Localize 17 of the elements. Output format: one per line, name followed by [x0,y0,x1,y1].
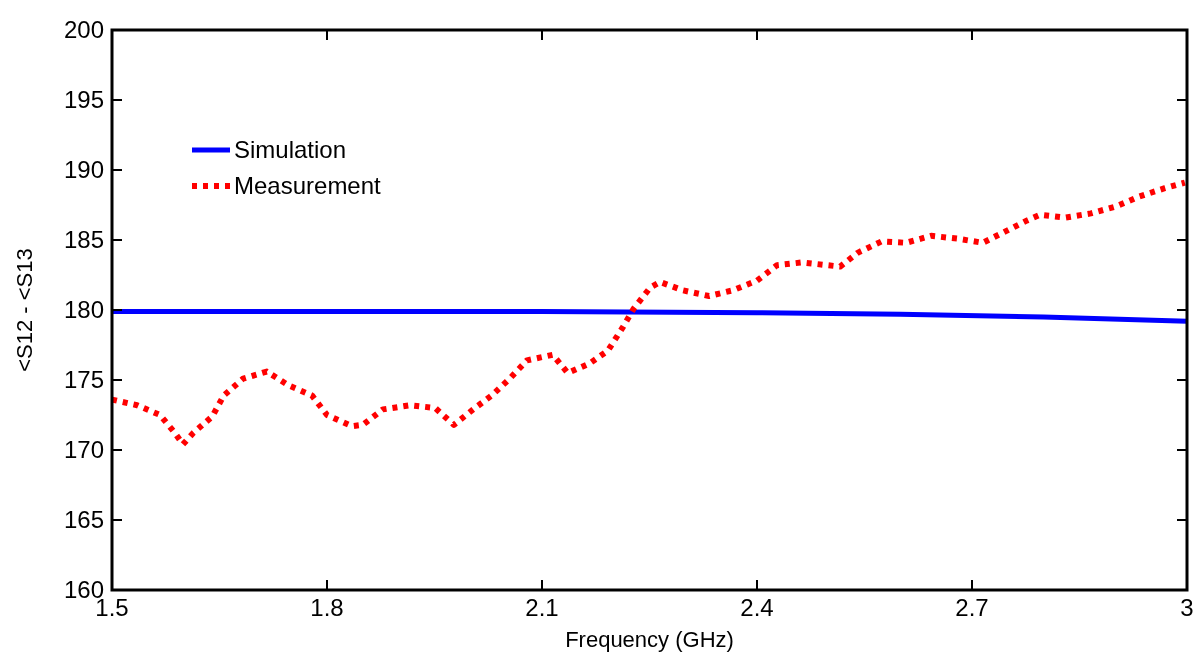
y-tick-label: 180 [63,296,104,324]
legend-label: Simulation [234,136,347,164]
x-tick-label: 2.1 [525,594,559,621]
y-axis-title: <S12 - <S13 [12,248,37,372]
y-tick-label: 170 [63,436,104,464]
y-tick-label: 195 [63,86,104,114]
y-tick-label: 175 [63,366,104,394]
y-tick-label: 200 [63,16,104,44]
x-axis-title: Frequency (GHz) [565,627,734,652]
legend-label: Measurement [234,172,382,200]
y-tick-label: 185 [63,226,104,254]
y-tick-label: 190 [63,156,104,184]
x-tick-label: 2.4 [740,594,774,621]
x-tick-label: 1.8 [310,594,344,621]
x-tick-label: 2.7 [955,594,989,621]
x-tick-label: 3 [1180,594,1194,621]
y-tick-label: 165 [63,506,104,534]
